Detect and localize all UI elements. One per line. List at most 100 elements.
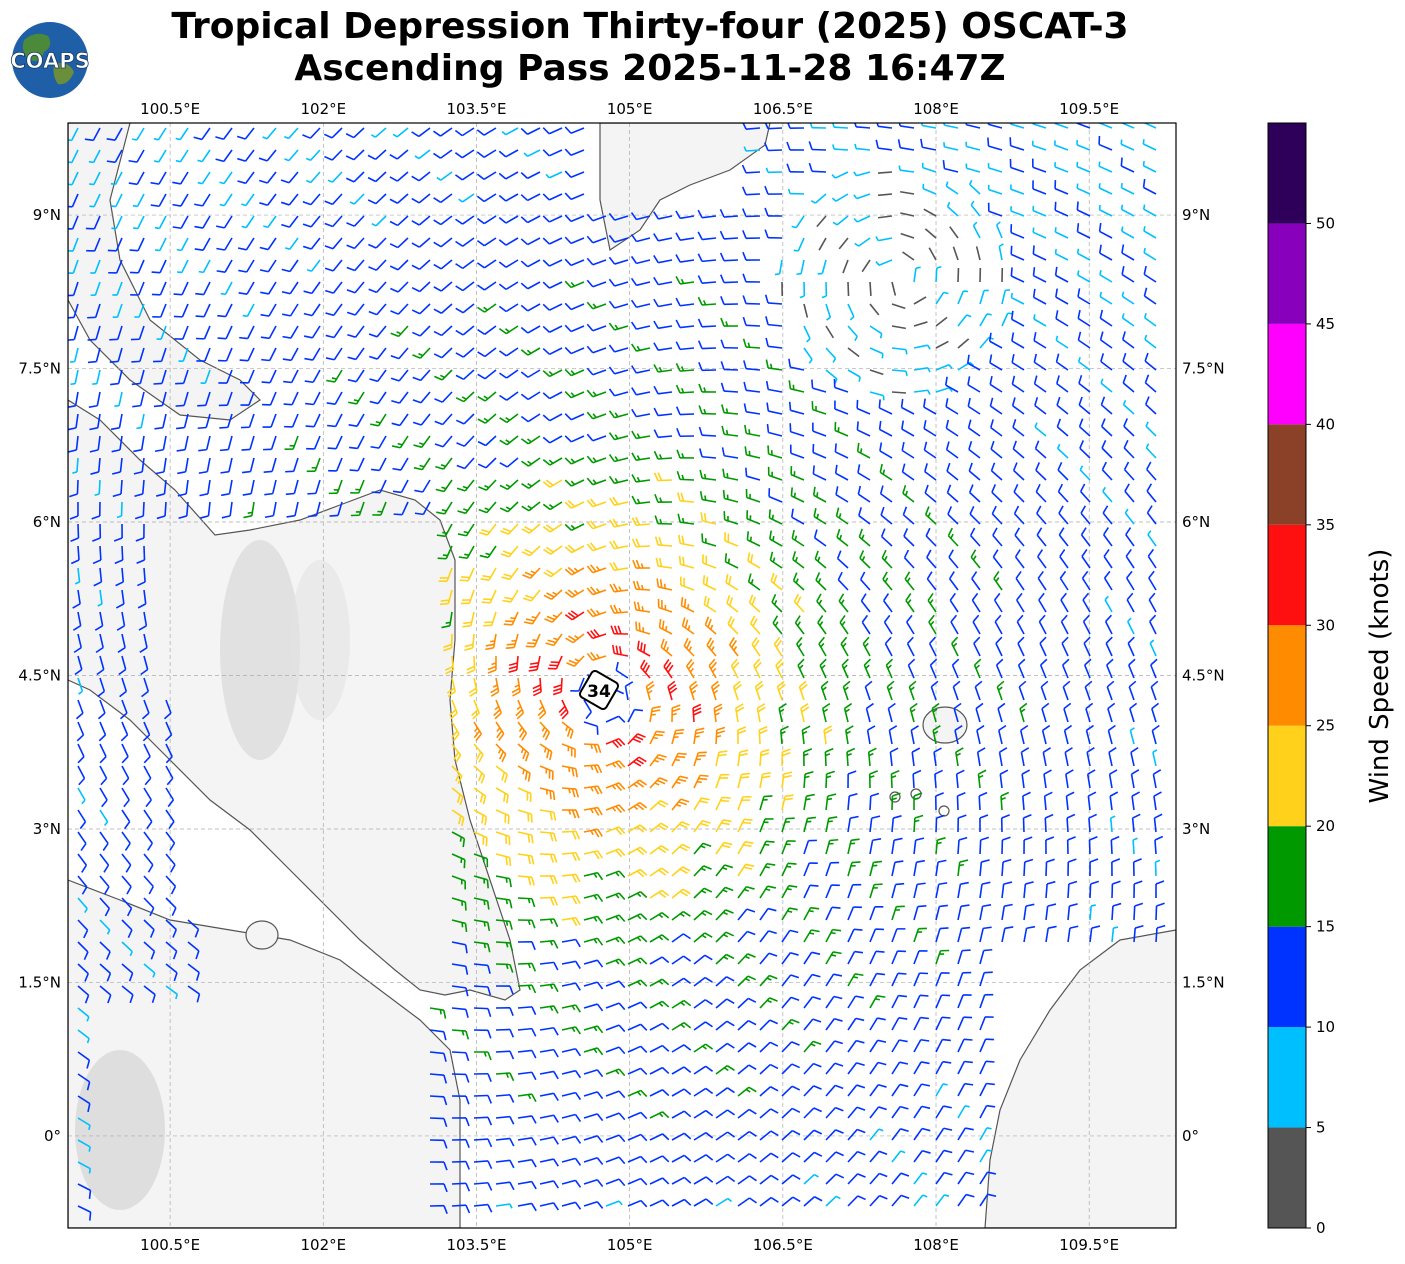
wind-barb bbox=[1109, 815, 1116, 833]
wind-barb bbox=[605, 715, 626, 723]
wind-barb bbox=[1019, 724, 1029, 745]
wind-barb bbox=[473, 743, 484, 763]
lon-tick-label-top: 100.5°E bbox=[140, 100, 200, 118]
wind-barb bbox=[928, 614, 937, 635]
wind-barb bbox=[434, 369, 453, 381]
wind-barb bbox=[586, 411, 607, 420]
wind-barb bbox=[586, 455, 607, 464]
island bbox=[245, 920, 279, 950]
wind-barb bbox=[92, 545, 102, 565]
wind-barb bbox=[367, 171, 387, 183]
wind-barb bbox=[1128, 680, 1137, 701]
wind-barb bbox=[112, 281, 123, 296]
wind-barb bbox=[539, 1005, 559, 1014]
wind-barb bbox=[885, 658, 894, 679]
wind-barb bbox=[1011, 332, 1025, 349]
wind-barb bbox=[627, 935, 648, 943]
wind-barb bbox=[495, 875, 512, 888]
wind-barb bbox=[803, 748, 813, 767]
wind-barb bbox=[1010, 206, 1025, 217]
wind-barb bbox=[715, 1197, 733, 1207]
wind-barb bbox=[706, 637, 717, 657]
wind-barb bbox=[77, 1073, 91, 1091]
wind-barb bbox=[913, 1194, 928, 1207]
wind-barb bbox=[142, 721, 151, 742]
wind-barb bbox=[803, 906, 820, 921]
wind-barb bbox=[77, 1139, 91, 1152]
lon-tick-label-top: 109.5°E bbox=[1059, 100, 1119, 118]
wind-barb bbox=[303, 325, 321, 339]
wind-barb bbox=[327, 435, 343, 450]
wind-barb bbox=[803, 839, 817, 855]
wind-barb bbox=[165, 897, 177, 917]
wind-barb bbox=[995, 658, 1004, 679]
wind-barb bbox=[1045, 880, 1056, 899]
wind-barb bbox=[390, 303, 409, 315]
wind-barb bbox=[680, 597, 695, 613]
wind-barb bbox=[128, 171, 145, 186]
wind-barb bbox=[306, 259, 321, 272]
wind-barb bbox=[325, 325, 343, 339]
wind-barb bbox=[968, 484, 981, 503]
wind-barb bbox=[88, 149, 101, 164]
wind-barb bbox=[136, 413, 145, 430]
wind-barb bbox=[195, 281, 211, 296]
wind-barb bbox=[654, 515, 673, 525]
wind-barb bbox=[989, 397, 1003, 415]
wind-barb bbox=[117, 633, 126, 654]
wind-barb bbox=[979, 881, 991, 899]
wind-barb bbox=[1038, 592, 1047, 613]
wind-barb bbox=[1054, 162, 1069, 173]
wind-barb bbox=[900, 398, 915, 415]
wind-barb bbox=[454, 127, 475, 137]
wind-barb bbox=[975, 702, 984, 723]
wind-barb bbox=[522, 589, 541, 602]
wind-barb bbox=[1083, 658, 1092, 679]
wind-barb bbox=[1020, 747, 1030, 767]
wind-barb bbox=[456, 435, 475, 447]
wind-barb bbox=[1146, 461, 1157, 481]
wind-barb bbox=[119, 677, 128, 698]
wind-barb bbox=[869, 1172, 888, 1185]
wind-barb bbox=[1010, 224, 1025, 239]
colorbar-tick-label: 25 bbox=[1316, 717, 1335, 735]
wind-barb bbox=[241, 457, 255, 474]
wind-barb bbox=[891, 1016, 908, 1031]
wind-barb bbox=[737, 975, 757, 987]
wind-barb bbox=[686, 658, 695, 679]
wind-barb bbox=[901, 463, 915, 481]
wind-barb bbox=[73, 633, 83, 654]
wind-barb bbox=[649, 889, 670, 899]
wind-barb bbox=[99, 765, 108, 786]
wind-barb bbox=[853, 215, 871, 223]
wind-barb bbox=[1001, 926, 1014, 943]
wind-barb bbox=[539, 1202, 560, 1211]
wind-barb bbox=[969, 505, 981, 525]
wind-barb bbox=[968, 462, 981, 481]
wind-barb bbox=[77, 677, 84, 695]
wind-barb bbox=[1041, 702, 1050, 723]
wind-barb bbox=[1000, 814, 1010, 833]
wind-barb bbox=[818, 237, 827, 251]
wind-barb bbox=[847, 770, 857, 789]
wind-barb bbox=[165, 941, 178, 960]
wind-barb bbox=[825, 1195, 841, 1207]
wind-barb bbox=[737, 1064, 757, 1075]
wind-barb bbox=[305, 391, 321, 406]
wind-barb bbox=[989, 354, 1003, 371]
wind-barb bbox=[72, 589, 81, 609]
wind-barb bbox=[97, 699, 106, 720]
wind-barb bbox=[993, 571, 1003, 591]
wind-barb bbox=[429, 1073, 448, 1084]
wind-barb bbox=[1077, 331, 1091, 349]
wind-barb bbox=[1155, 902, 1165, 921]
wind-barb bbox=[653, 385, 673, 395]
wind-barb bbox=[539, 831, 557, 842]
wind-barb bbox=[881, 549, 893, 569]
wind-barb bbox=[913, 905, 927, 921]
wind-barb bbox=[913, 1038, 930, 1053]
wind-barb bbox=[821, 702, 831, 723]
wind-barb bbox=[89, 171, 101, 186]
wind-barb bbox=[561, 1201, 582, 1210]
wind-barb bbox=[900, 212, 915, 217]
